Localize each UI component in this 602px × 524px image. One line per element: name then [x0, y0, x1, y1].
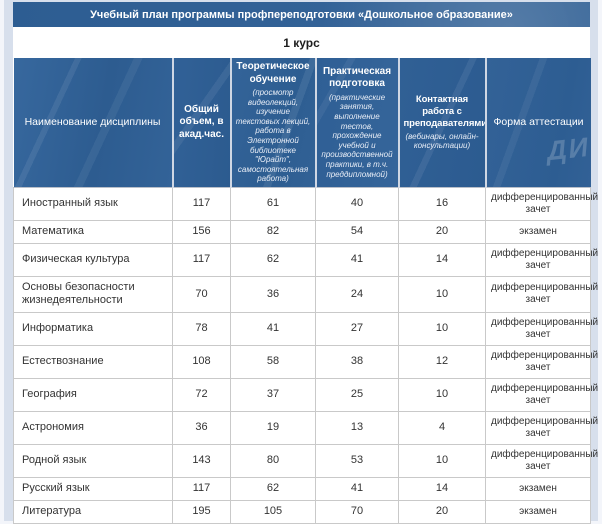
discipline-name-cell: Литература [13, 499, 173, 524]
contact-hours-cell: 10 [398, 275, 486, 314]
total-hours-cell: 36 [172, 411, 231, 446]
discipline-name-cell: Основы безопасности жизнедеятельности [13, 275, 173, 314]
theory-hours-cell: 105 [230, 499, 316, 524]
theory-hours-cell: 62 [230, 242, 316, 277]
attestation-cell: экзамен [485, 219, 591, 244]
attestation-cell: дифференцированный зачет [485, 411, 598, 446]
total-hours-cell: 70 [172, 275, 231, 314]
table-body: Иностранный язык 117 61 40 16 дифференци… [13, 186, 598, 524]
attestation-cell: дифференцированный зачет [485, 242, 598, 277]
discipline-name-cell: Родной язык [13, 444, 173, 479]
theory-hours-cell: 58 [230, 345, 316, 380]
contact-hours-cell: 20 [398, 499, 486, 524]
contact-hours-cell: 12 [398, 345, 486, 380]
discipline-name-cell: Астрономия [13, 411, 173, 446]
table-row: Литература 195 105 70 20 экзамен [13, 499, 591, 524]
table-row: Физическая культура 117 62 41 14 диффере… [13, 242, 598, 277]
practice-hours-cell: 70 [315, 499, 399, 524]
theory-hours-cell: 80 [230, 444, 316, 479]
page-title-text: Учебный план программы профпереподготовк… [90, 8, 513, 21]
total-hours-cell: 195 [172, 499, 231, 524]
practice-hours-cell: 13 [315, 411, 399, 446]
total-hours-cell: 117 [172, 242, 231, 277]
col-header-practice: Практическая подготовка (практические за… [314, 58, 399, 188]
discipline-name-cell: Физическая культура [13, 242, 173, 277]
practice-hours-cell: 54 [315, 219, 399, 244]
contact-hours-cell: 16 [398, 186, 486, 221]
contact-hours-cell: 10 [398, 444, 486, 479]
course-heading: 1 курс [13, 27, 590, 58]
attestation-cell: экзамен [485, 477, 591, 501]
page-title: Учебный план программы профпереподготовк… [13, 2, 590, 27]
contact-hours-cell: 14 [398, 477, 486, 501]
col-header-discipline: Наименование дисциплины [13, 58, 173, 188]
curriculum-table: Наименование дисциплины Общий объем, в а… [13, 58, 598, 524]
course-heading-text: 1 курс [283, 35, 320, 50]
theory-hours-cell: 41 [230, 312, 316, 347]
table-row: Русский язык 117 62 41 14 экзамен [13, 477, 591, 501]
contact-hours-cell: 10 [398, 312, 486, 347]
attestation-cell: дифференцированный зачет [485, 275, 598, 314]
photo-watermark-text: ДИ [545, 131, 591, 167]
practice-hours-cell: 53 [315, 444, 399, 479]
table-row: Естествознание 108 58 38 12 дифференциро… [13, 345, 598, 380]
practice-hours-cell: 24 [315, 275, 399, 314]
total-hours-cell: 143 [172, 444, 231, 479]
attestation-cell: дифференцированный зачет [485, 444, 598, 479]
theory-hours-cell: 61 [230, 186, 316, 221]
theory-hours-cell: 62 [230, 477, 316, 501]
practice-hours-cell: 41 [315, 477, 399, 501]
practice-hours-cell: 41 [315, 242, 399, 277]
practice-hours-cell: 25 [315, 378, 399, 413]
attestation-cell: дифференцированный зачет [485, 312, 598, 347]
table-row: Иностранный язык 117 61 40 16 дифференци… [13, 186, 598, 221]
table-header: Наименование дисциплины Общий объем, в а… [13, 58, 591, 188]
table-row: Основы безопасности жизнедеятельности 70… [13, 275, 598, 314]
contact-hours-cell: 4 [398, 411, 486, 446]
practice-hours-cell: 40 [315, 186, 399, 221]
total-hours-cell: 117 [172, 477, 231, 501]
total-hours-cell: 72 [172, 378, 231, 413]
theory-hours-cell: 82 [230, 219, 316, 244]
total-hours-cell: 156 [172, 219, 231, 244]
table-row: География 72 37 25 10 дифференцированный… [13, 378, 598, 413]
discipline-name-cell: Русский язык [13, 477, 173, 501]
col-header-total-hours: Общий объем, в акад.час. [171, 58, 231, 188]
discipline-name-cell: Естествознание [13, 345, 173, 380]
contact-hours-cell: 20 [398, 219, 486, 244]
discipline-name-cell: Иностранный язык [13, 186, 173, 221]
practice-hours-cell: 27 [315, 312, 399, 347]
table-row: Информатика 78 41 27 10 дифференцированн… [13, 312, 598, 347]
attestation-cell: дифференцированный зачет [485, 378, 598, 413]
attestation-cell: дифференцированный зачет [485, 345, 598, 380]
col-header-contact: Контактная работа с преподавателями (веб… [397, 58, 486, 188]
total-hours-cell: 78 [172, 312, 231, 347]
total-hours-cell: 117 [172, 186, 231, 221]
col-header-attestation: Форма аттестации ДИ [484, 58, 591, 188]
total-hours-cell: 108 [172, 345, 231, 380]
attestation-cell: экзамен [485, 499, 591, 524]
discipline-name-cell: Информатика [13, 312, 173, 347]
table-row: Астрономия 36 19 13 4 дифференцированный… [13, 411, 598, 446]
contact-hours-cell: 10 [398, 378, 486, 413]
col-header-theory: Теоретическое обучение (просмотр видеоле… [229, 58, 316, 188]
practice-hours-cell: 38 [315, 345, 399, 380]
theory-hours-cell: 19 [230, 411, 316, 446]
table-row: Математика 156 82 54 20 экзамен [13, 219, 591, 244]
theory-hours-cell: 36 [230, 275, 316, 314]
attestation-cell: дифференцированный зачет [485, 186, 598, 221]
discipline-name-cell: География [13, 378, 173, 413]
theory-hours-cell: 37 [230, 378, 316, 413]
discipline-name-cell: Математика [13, 219, 173, 244]
table-row: Родной язык 143 80 53 10 дифференцирован… [13, 444, 598, 479]
contact-hours-cell: 14 [398, 242, 486, 277]
